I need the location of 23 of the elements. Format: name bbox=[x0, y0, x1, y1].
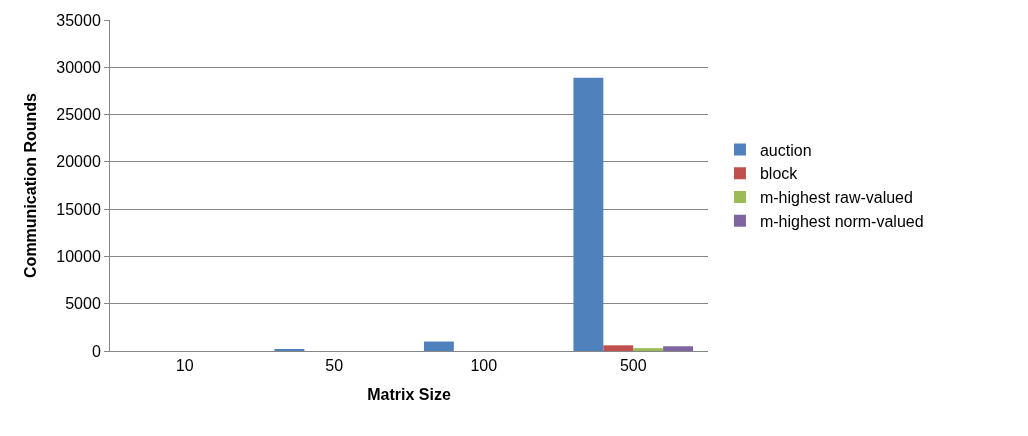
bar bbox=[573, 77, 604, 351]
bar bbox=[423, 341, 454, 351]
legend-label: block bbox=[759, 165, 799, 183]
legend-label: m-highest norm-valued bbox=[759, 213, 924, 231]
y-tick-label: 10000 bbox=[56, 248, 101, 266]
y-tick-label: 0 bbox=[91, 342, 101, 360]
bar bbox=[603, 345, 634, 351]
x-tick-label: 10 bbox=[175, 357, 194, 375]
y-tick-label: 30000 bbox=[56, 58, 101, 76]
x-tick-label: 50 bbox=[325, 357, 344, 375]
y-tick-label: 25000 bbox=[56, 106, 101, 124]
bar bbox=[633, 348, 664, 351]
y-axis-title: Communication Rounds bbox=[22, 92, 40, 278]
y-tick-label: 20000 bbox=[56, 153, 101, 171]
legend-label: m-highest raw-valued bbox=[759, 189, 913, 207]
y-tick-label: 15000 bbox=[56, 200, 101, 218]
y-tick-label: 35000 bbox=[56, 11, 101, 29]
y-tick-label: 5000 bbox=[65, 295, 101, 313]
x-axis-title: Matrix Size bbox=[367, 385, 451, 403]
x-tick-label: 100 bbox=[470, 357, 498, 375]
x-tick-label: 500 bbox=[619, 357, 647, 375]
bar bbox=[663, 346, 694, 351]
legend-label: auction bbox=[759, 141, 812, 159]
